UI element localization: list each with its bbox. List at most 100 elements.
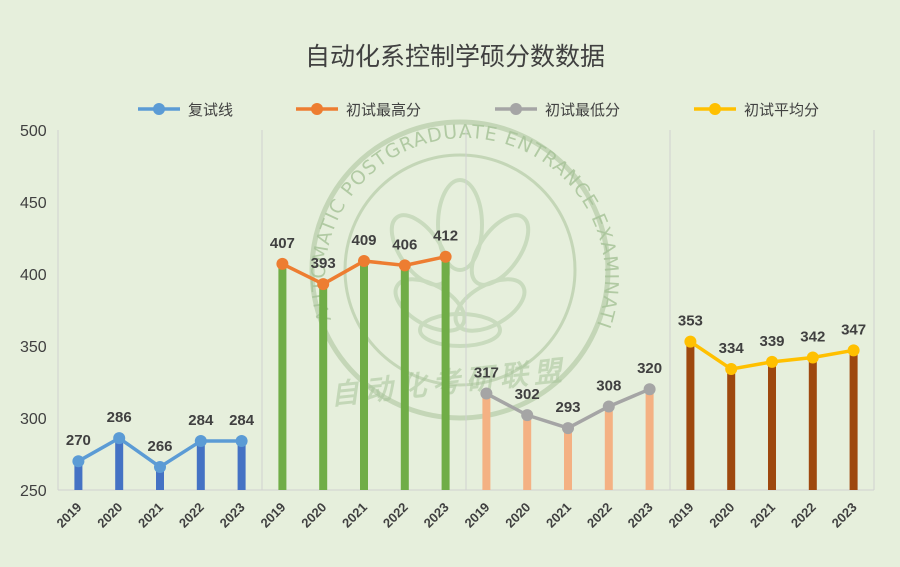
data-label: 342 — [800, 329, 825, 346]
x-tick-label: 2022 — [380, 500, 411, 531]
data-point — [113, 432, 126, 445]
bar — [604, 406, 613, 490]
bar — [400, 265, 409, 490]
data-point — [562, 422, 574, 435]
bar — [849, 350, 858, 490]
data-label: 317 — [474, 365, 499, 382]
x-tick-label: 2020 — [298, 500, 329, 531]
data-label: 284 — [229, 412, 255, 429]
data-label: 353 — [678, 313, 703, 330]
data-label: 293 — [555, 399, 580, 416]
data-point — [521, 409, 534, 422]
data-label: 347 — [841, 321, 866, 338]
data-label: 266 — [147, 438, 172, 455]
x-tick-label: 2022 — [176, 500, 207, 531]
lines-layer — [72, 250, 860, 473]
y-tick-label: 500 — [20, 123, 47, 140]
bar — [441, 256, 450, 490]
data-label: 286 — [107, 409, 132, 426]
chart-title: 自动化系控制学硕分数数据 — [305, 42, 605, 71]
data-label: 320 — [637, 360, 662, 377]
data-labels: 270 286 266 284 284 407 393 409 406 412 317 302 293 3… — [66, 228, 866, 455]
bar — [645, 389, 654, 490]
y-tick-label: 400 — [20, 267, 47, 284]
x-tick-label: 2021 — [747, 500, 778, 531]
x-tick-label: 2023 — [217, 500, 248, 531]
data-point — [276, 257, 289, 270]
bar — [727, 369, 736, 490]
x-tick-label: 2019 — [257, 500, 288, 531]
bar — [156, 466, 164, 490]
bar — [115, 438, 124, 490]
legend-marker — [153, 103, 165, 115]
x-axis: 2019 2020 2021 2022 2023 2019 2020 2021 2022 2023… — [53, 500, 859, 531]
legend: 复试线 初试最高分 初试最低分 初试平均分 — [138, 101, 819, 119]
x-tick-label: 2020 — [94, 500, 125, 531]
x-tick-label: 2023 — [625, 500, 656, 531]
legend-label: 初试最低分 — [545, 101, 620, 119]
legend-marker — [311, 103, 323, 115]
bar — [278, 263, 287, 490]
legend-marker — [709, 103, 721, 115]
x-tick-label: 2021 — [135, 500, 166, 531]
bar — [768, 361, 776, 490]
x-tick-label: 2020 — [502, 500, 533, 531]
bar — [196, 441, 205, 490]
bar — [482, 393, 491, 490]
bar — [74, 461, 83, 490]
data-label: 308 — [596, 377, 621, 394]
bar — [686, 341, 695, 490]
bar — [523, 415, 532, 490]
data-point — [684, 335, 697, 348]
bar — [564, 428, 572, 490]
data-point — [643, 383, 656, 396]
data-label: 284 — [188, 412, 214, 429]
data-label: 412 — [433, 228, 458, 245]
x-tick-label: 2021 — [543, 500, 574, 531]
y-axis: 250 300 350 400 450 500 — [20, 123, 47, 500]
data-label: 270 — [66, 432, 91, 449]
data-point — [602, 400, 615, 413]
data-label: 406 — [392, 236, 417, 253]
legend-label: 复试线 — [188, 101, 233, 119]
bar — [360, 261, 368, 490]
x-tick-label: 2021 — [339, 500, 370, 531]
data-label: 393 — [311, 255, 336, 272]
x-tick-label: 2019 — [665, 500, 696, 531]
y-tick-label: 300 — [20, 411, 47, 428]
data-label: 407 — [270, 235, 295, 252]
data-label: 409 — [351, 232, 376, 249]
data-point — [806, 351, 819, 364]
data-point — [398, 259, 411, 272]
x-tick-label: 2019 — [53, 500, 84, 531]
x-tick-label: 2019 — [461, 500, 492, 531]
data-point — [480, 387, 493, 400]
data-point — [194, 435, 207, 448]
data-label: 334 — [719, 340, 745, 357]
legend-label: 初试平均分 — [744, 101, 819, 119]
data-point — [72, 455, 85, 468]
x-tick-label: 2023 — [829, 500, 860, 531]
data-point — [847, 344, 860, 357]
data-point — [725, 363, 738, 376]
legend-label: 初试最高分 — [346, 101, 421, 119]
data-point — [766, 355, 778, 368]
bar — [808, 357, 817, 490]
data-point — [317, 278, 330, 291]
x-tick-label: 2020 — [706, 500, 737, 531]
data-point — [358, 255, 370, 268]
data-point — [154, 460, 166, 473]
data-point — [439, 250, 452, 263]
y-tick-label: 250 — [20, 483, 47, 500]
data-label: 339 — [759, 333, 784, 350]
y-tick-label: 350 — [20, 339, 47, 356]
bars-layer — [74, 256, 858, 490]
bar — [237, 441, 246, 490]
x-tick-label: 2022 — [584, 500, 615, 531]
group-dividers — [57, 130, 875, 491]
x-tick-label: 2023 — [421, 500, 452, 531]
x-tick-label: 2022 — [788, 500, 819, 531]
bar — [319, 284, 328, 490]
